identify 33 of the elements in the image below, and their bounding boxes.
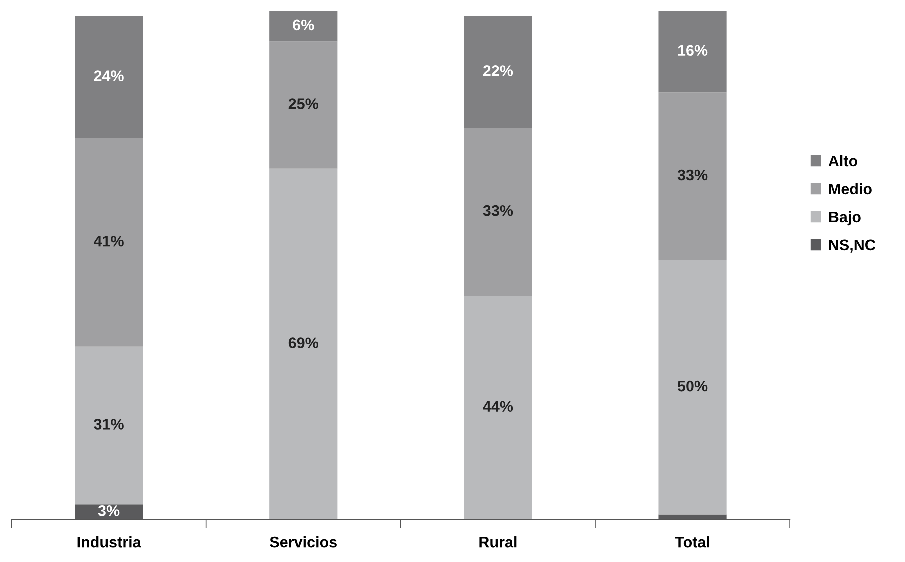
bar [75,16,144,138]
legend-label: Alto [828,155,858,167]
data-label: 6% [293,20,314,31]
x-tick-label: Industria [78,536,142,548]
legend-label: NS,NC [829,240,876,253]
x-tick-label: Servicios [270,536,337,548]
data-label: 25% [288,98,319,110]
bar [270,168,338,520]
legend-label: Medio [829,183,872,195]
data-label: 33% [483,205,514,216]
data-label: 22% [483,66,514,76]
bar [75,138,144,347]
data-label: 24% [94,70,124,82]
bar [270,11,338,42]
legend-label: Bajo [829,211,861,226]
bar [658,11,727,93]
data-label: 44% [483,401,514,412]
bar [464,128,532,296]
data-label: 31% [94,419,124,430]
data-label: 69% [288,338,319,348]
x-tick-label: Rural [480,536,517,548]
bar [464,16,532,128]
bar [270,42,338,169]
data-label: 33% [678,170,708,181]
bar [658,92,727,260]
bar [658,260,727,515]
bar [75,346,144,505]
bar [464,296,532,520]
data-label: 3% [98,506,120,516]
data-label: 50% [678,380,708,392]
data-label: 16% [678,45,708,56]
x-tick-label: Total [675,536,710,548]
data-label: 41% [94,236,124,247]
